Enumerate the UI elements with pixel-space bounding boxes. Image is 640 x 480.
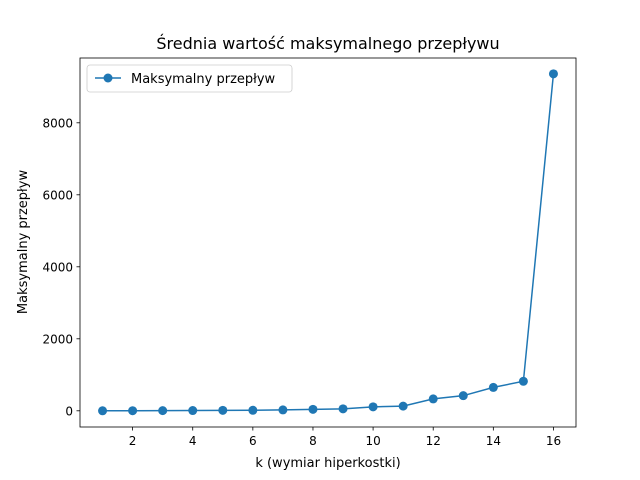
data-point-9 — [338, 404, 348, 414]
data-point-15 — [518, 376, 528, 386]
y-tick-label-2: 4000 — [42, 260, 73, 274]
data-point-16 — [548, 69, 558, 79]
y-tick-label-4: 8000 — [42, 116, 73, 130]
x-tick-label-7: 16 — [546, 434, 561, 448]
y-axis-ticks: 0 2000 4000 6000 8000 — [42, 116, 80, 418]
data-point-2 — [128, 406, 138, 416]
x-tick-label-2: 6 — [249, 434, 257, 448]
data-point-4 — [188, 406, 198, 416]
y-axis-label: Maksymalny przepływ — [16, 170, 31, 315]
data-point-8 — [308, 404, 318, 414]
x-axis-ticks: 2 4 6 8 10 12 14 16 — [129, 427, 561, 448]
plot-area — [80, 58, 576, 427]
x-tick-label-3: 8 — [309, 434, 317, 448]
x-tick-label-4: 10 — [365, 434, 380, 448]
chart-title: Średnia wartość maksymalnego przepływu — [156, 34, 499, 53]
data-point-10 — [368, 402, 378, 412]
x-tick-label-6: 14 — [486, 434, 501, 448]
legend-box — [86, 64, 293, 93]
legend-point-marker — [103, 73, 113, 83]
x-axis-label: k (wymiar hiperkostki) — [255, 456, 400, 471]
y-tick-label-3: 6000 — [42, 188, 73, 202]
data-point-6 — [248, 405, 258, 415]
legend-label: Maksymalny przepływ — [131, 72, 276, 87]
y-tick-label-0: 0 — [65, 404, 73, 418]
series-points — [98, 69, 558, 416]
x-tick-label-0: 2 — [129, 434, 137, 448]
data-point-5 — [218, 405, 228, 415]
data-point-13 — [458, 391, 468, 401]
x-tick-label-1: 4 — [189, 434, 197, 448]
data-point-3 — [158, 406, 168, 416]
data-point-12 — [428, 394, 438, 404]
y-tick-label-1: 2000 — [42, 332, 73, 346]
data-point-7 — [278, 405, 288, 415]
legend: Maksymalny przepływ — [86, 64, 293, 93]
data-point-1 — [98, 406, 108, 416]
data-point-14 — [488, 382, 498, 392]
plot-frame — [79, 57, 577, 428]
data-point-11 — [398, 401, 408, 411]
series-line — [102, 73, 555, 412]
x-tick-label-5: 12 — [426, 434, 441, 448]
